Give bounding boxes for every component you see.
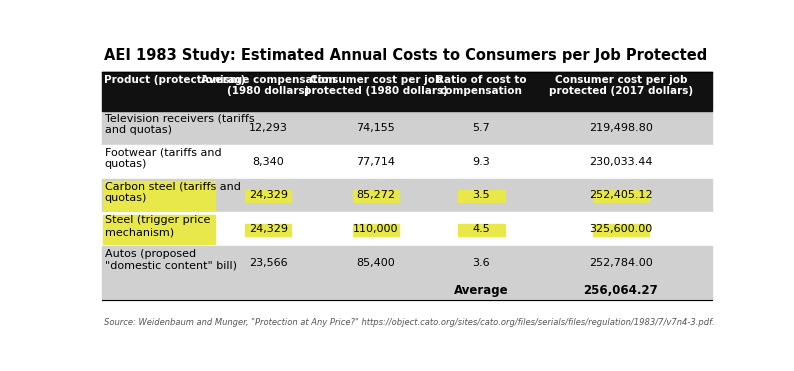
Text: Product (protectionism): Product (protectionism) xyxy=(104,75,245,85)
FancyBboxPatch shape xyxy=(103,215,214,244)
Text: 230,033.44: 230,033.44 xyxy=(589,157,653,167)
Text: 110,000: 110,000 xyxy=(353,224,399,234)
Text: 23,566: 23,566 xyxy=(249,258,287,268)
Text: Footwear (tariffs and
quotas): Footwear (tariffs and quotas) xyxy=(105,148,222,169)
FancyBboxPatch shape xyxy=(245,224,291,236)
Text: 3.6: 3.6 xyxy=(472,258,490,268)
Text: 252,405.12: 252,405.12 xyxy=(589,190,653,200)
Text: 9.3: 9.3 xyxy=(472,157,490,167)
Text: 8,340: 8,340 xyxy=(252,157,284,167)
Text: Television receivers (tariffs
and quotas): Television receivers (tariffs and quotas… xyxy=(105,114,254,135)
FancyBboxPatch shape xyxy=(103,181,214,210)
Text: Ratio of cost to
compensation: Ratio of cost to compensation xyxy=(436,75,526,96)
Text: Steel (trigger price
mechanism): Steel (trigger price mechanism) xyxy=(105,216,210,237)
Bar xyxy=(102,280,711,300)
Bar xyxy=(102,178,711,212)
FancyBboxPatch shape xyxy=(245,190,291,202)
Bar xyxy=(102,72,711,111)
FancyBboxPatch shape xyxy=(353,224,399,236)
FancyBboxPatch shape xyxy=(593,190,649,202)
Text: 24,329: 24,329 xyxy=(249,224,287,234)
Text: 5.7: 5.7 xyxy=(472,123,490,133)
Text: AEI 1983 Study: Estimated Annual Costs to Consumers per Job Protected: AEI 1983 Study: Estimated Annual Costs t… xyxy=(104,48,707,63)
Bar xyxy=(102,111,711,145)
Text: 325,600.00: 325,600.00 xyxy=(589,224,653,234)
Text: 252,784.00: 252,784.00 xyxy=(589,258,653,268)
Text: 24,329: 24,329 xyxy=(249,190,287,200)
FancyBboxPatch shape xyxy=(593,224,649,236)
Text: 219,498.80: 219,498.80 xyxy=(589,123,653,133)
Text: 77,714: 77,714 xyxy=(357,157,395,167)
Text: 256,064.27: 256,064.27 xyxy=(584,284,658,297)
Bar xyxy=(102,246,711,280)
Text: Average compensation
(1980 dollars): Average compensation (1980 dollars) xyxy=(201,75,336,96)
Bar xyxy=(102,145,711,178)
Text: Autos (proposed
"domestic content" bill): Autos (proposed "domestic content" bill) xyxy=(105,249,237,271)
Bar xyxy=(102,212,711,246)
Text: 85,272: 85,272 xyxy=(357,190,395,200)
Text: Consumer cost per job
protected (2017 dollars): Consumer cost per job protected (2017 do… xyxy=(549,75,693,96)
FancyBboxPatch shape xyxy=(353,190,399,202)
Text: 85,400: 85,400 xyxy=(357,258,395,268)
Text: 12,293: 12,293 xyxy=(249,123,287,133)
FancyBboxPatch shape xyxy=(458,224,504,236)
Text: Consumer cost per job
protected (1980 dollars): Consumer cost per job protected (1980 do… xyxy=(304,75,448,96)
FancyBboxPatch shape xyxy=(458,190,504,202)
Text: 3.5: 3.5 xyxy=(472,190,490,200)
Text: Source: Weidenbaum and Munger, "Protection at Any Price?" https://object.cato.or: Source: Weidenbaum and Munger, "Protecti… xyxy=(104,318,715,327)
Text: 74,155: 74,155 xyxy=(357,123,395,133)
Text: Carbon steel (tariffs and
quotas): Carbon steel (tariffs and quotas) xyxy=(105,181,241,203)
Text: Average: Average xyxy=(454,284,509,297)
Text: 4.5: 4.5 xyxy=(472,224,490,234)
